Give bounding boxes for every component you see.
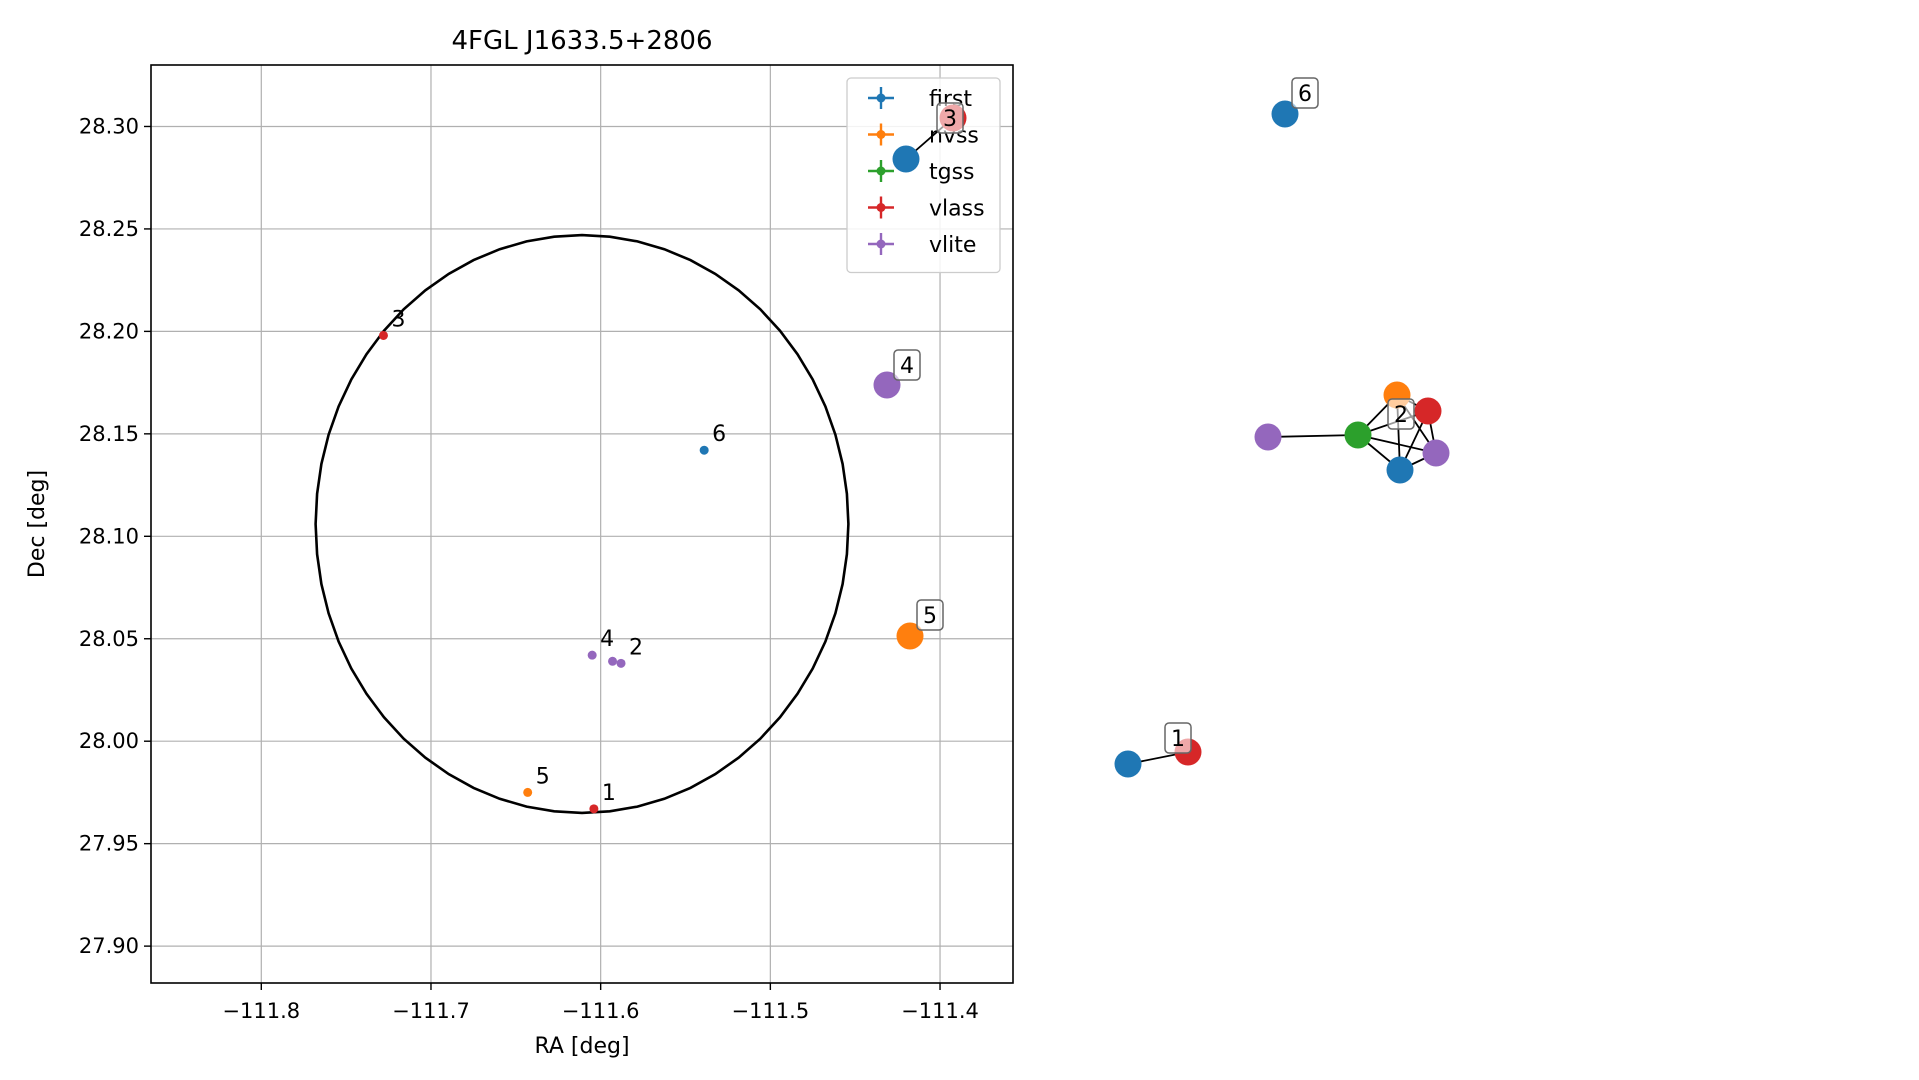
point-vlass <box>589 804 599 814</box>
legend-entry-vlass: vlass <box>929 197 985 222</box>
legend-marker-dot <box>876 203 886 212</box>
group-label: 2 <box>1394 403 1408 428</box>
group-label: 5 <box>923 604 937 629</box>
y-tick-label: 27.90 <box>79 934 139 958</box>
point-vlite <box>616 658 626 668</box>
plot-frame <box>150 64 1014 984</box>
group-label-box <box>1291 77 1319 109</box>
uncertainty-ellipse-group <box>314 233 850 815</box>
point-label: 6 <box>712 422 726 447</box>
point-nvss <box>523 787 533 797</box>
point-label: 4 <box>600 627 614 652</box>
group-label-box <box>1387 398 1415 430</box>
legend-marker-dot <box>876 239 886 249</box>
network-node <box>1386 456 1414 484</box>
x-axis-ticks: −111.8 −111.7 −111.6 −111.5 −111.4 <box>222 983 979 1023</box>
chart-title: 4FGL J1633.5+2806 <box>452 26 713 56</box>
x-tick-label: −111.4 <box>901 999 979 1023</box>
group-label-box <box>893 349 921 381</box>
y-tick-label: 28.25 <box>79 217 139 241</box>
x-axis-label: RA [deg] <box>534 1034 629 1059</box>
point-vlass <box>378 330 388 340</box>
group-label: 3 <box>943 107 957 132</box>
x-tick-label: −111.7 <box>392 999 470 1023</box>
network-group-labels: 3 6 4 2 5 1 <box>893 77 1415 754</box>
network-node <box>1254 423 1282 451</box>
point-label: 5 <box>536 764 550 789</box>
y-tick-label: 28.15 <box>79 422 139 446</box>
point-vlite <box>587 650 597 660</box>
legend-marker-dot <box>876 130 886 139</box>
data-points: 6 5 3 1 4 2 <box>378 307 726 814</box>
y-axis-ticks: 27.90 27.95 28.00 28.05 28.10 28.15 28.20 28.25… <box>79 114 151 958</box>
y-tick-label: 27.95 <box>79 832 139 856</box>
network-node <box>1422 439 1450 467</box>
legend-marker-dot <box>876 166 886 176</box>
point-label: 3 <box>391 307 405 332</box>
network-node <box>892 145 920 173</box>
y-tick-label: 28.30 <box>79 114 139 138</box>
network-panel: 3 6 4 2 5 1 <box>873 77 1450 778</box>
network-node <box>873 371 901 399</box>
legend-marker-dot <box>876 93 886 103</box>
group-label: 6 <box>1298 82 1312 107</box>
point-vlite <box>608 656 618 666</box>
y-tick-label: 28.10 <box>79 524 139 548</box>
point-label: 1 <box>602 781 616 806</box>
point-label: 2 <box>629 635 643 660</box>
legend-entry-vlite: vlite <box>929 233 976 258</box>
group-label: 4 <box>900 354 914 379</box>
y-tick-label: 28.00 <box>79 729 139 753</box>
network-edge <box>1267 434 1359 438</box>
x-tick-label: −111.8 <box>222 999 300 1023</box>
group-label-box <box>936 102 964 134</box>
network-node <box>1271 100 1299 128</box>
y-axis-label: Dec [deg] <box>25 470 50 578</box>
network-node <box>1344 421 1372 449</box>
network-node <box>896 622 924 650</box>
x-tick-label: −111.5 <box>731 999 809 1023</box>
point-first <box>699 445 709 455</box>
group-label: 1 <box>1171 727 1185 752</box>
legend-entry-tgss: tgss <box>929 160 975 185</box>
group-label-box <box>916 599 944 631</box>
x-tick-label: −111.6 <box>562 999 640 1023</box>
network-node <box>1114 750 1142 778</box>
y-tick-label: 28.20 <box>79 319 139 343</box>
y-tick-label: 28.05 <box>79 627 139 651</box>
network-node <box>1414 397 1442 425</box>
uncertainty-ellipse <box>314 233 850 815</box>
group-label-box <box>1164 722 1192 754</box>
